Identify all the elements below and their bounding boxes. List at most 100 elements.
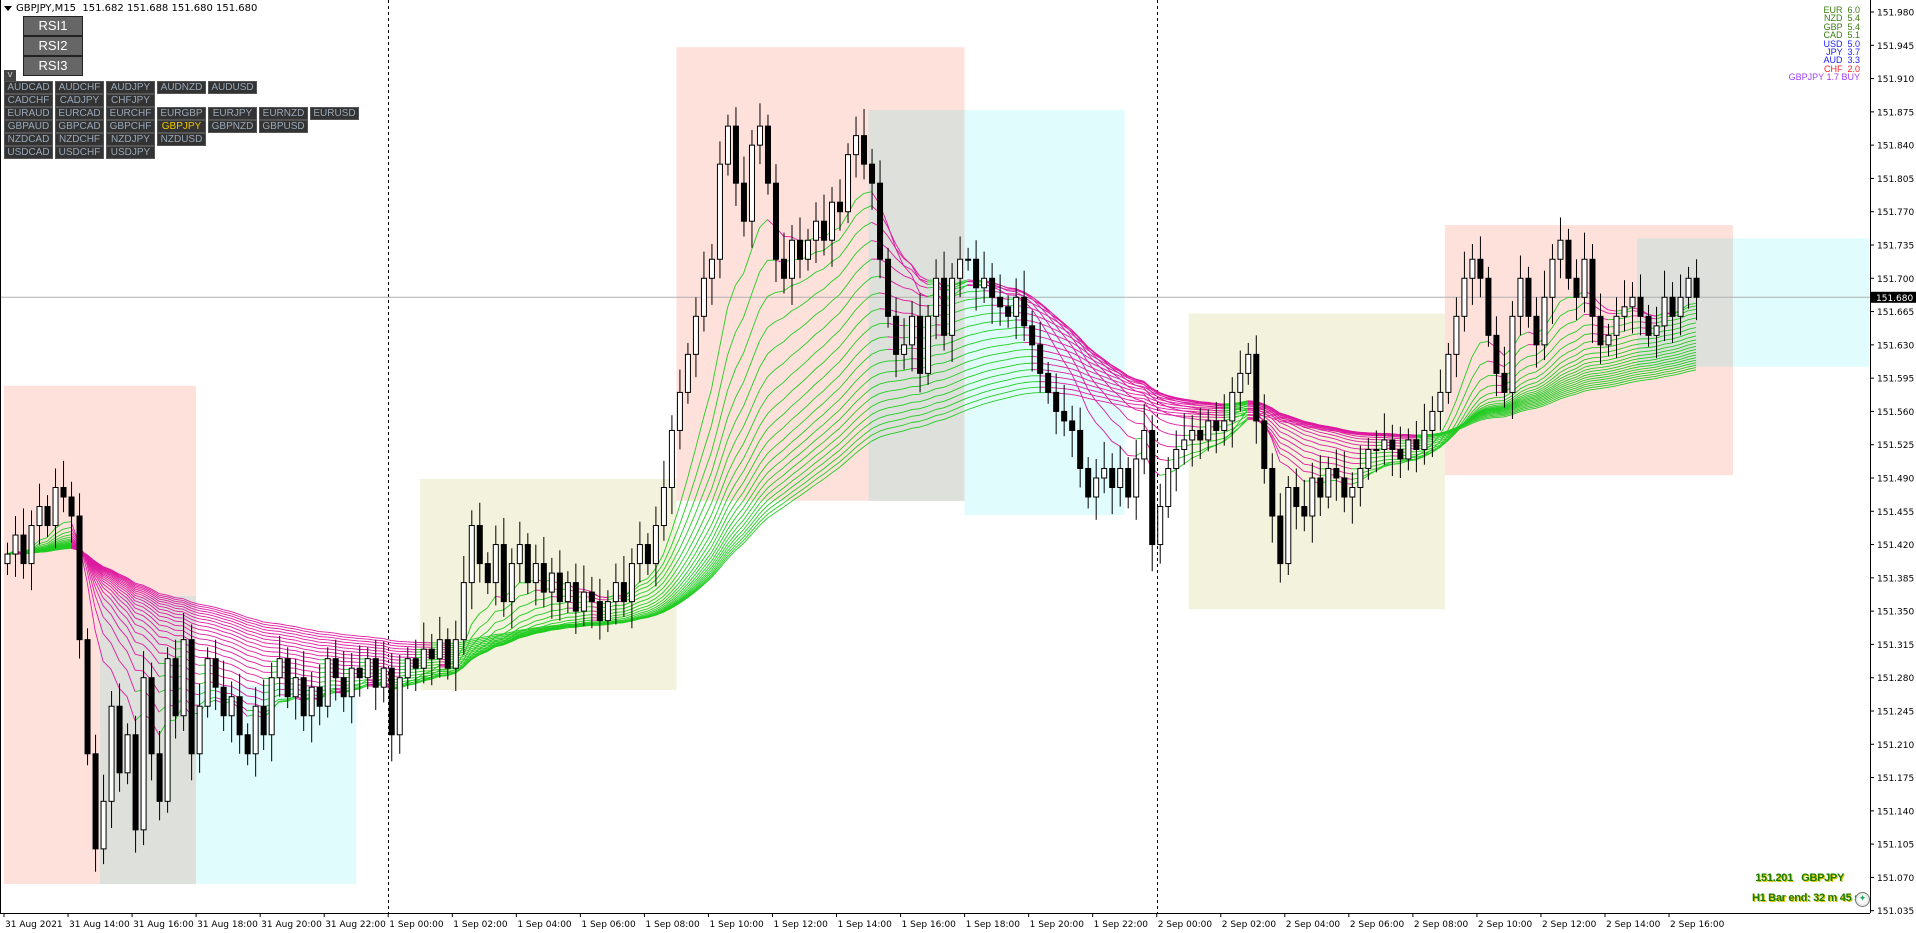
ribbon-segment <box>743 426 752 444</box>
ribbon-segment <box>527 629 536 632</box>
ribbon-segment <box>207 605 216 608</box>
ribbon-segment <box>1183 400 1192 403</box>
ribbon-segment <box>975 371 984 376</box>
ribbon-segment <box>807 272 816 279</box>
ribbon-segment <box>895 418 904 422</box>
time-axis[interactable]: 31 Aug 2021 31 Aug 14:00 31 Aug 16:00 31 Au… <box>3 913 1725 930</box>
ribbon-segment <box>1471 342 1481 358</box>
ribbon-segment <box>1519 393 1529 398</box>
ribbon-segment <box>719 515 728 533</box>
ribbon-segment <box>1335 430 1344 434</box>
ribbon-segment <box>951 400 960 406</box>
ribbon-segment <box>686 477 696 503</box>
ribbon-segment <box>94 586 104 606</box>
ribbon-segment <box>1479 393 1489 399</box>
ribbon-segment <box>703 533 712 548</box>
price-axis[interactable]: 151.980151.945151.910151.875151.840151.8… <box>1870 9 1914 918</box>
ribbon-segment <box>1431 434 1440 437</box>
ribbon-segment <box>663 603 672 610</box>
ribbon-segment <box>190 630 200 635</box>
ribbon-segment <box>727 457 736 475</box>
ribbon-segment <box>118 579 128 585</box>
ribbon-segment <box>711 561 720 573</box>
ribbon-segment <box>703 577 712 586</box>
ribbon-segment <box>1551 349 1561 359</box>
ribbon-segment <box>1527 382 1537 386</box>
ribbon-segment <box>671 538 680 556</box>
ribbon-segment <box>1655 343 1665 347</box>
ribbon-segment <box>311 640 320 643</box>
ribbon-segment <box>935 394 944 397</box>
ribbon-segment <box>1631 380 1641 383</box>
ribbon-segment <box>1119 400 1128 404</box>
ribbon-segment <box>847 369 856 380</box>
ribbon-segment <box>943 341 952 346</box>
ribbon-segment <box>1311 465 1320 470</box>
ribbon-segment <box>110 574 120 582</box>
ribbon-segment <box>783 441 792 451</box>
ribbon-segment <box>775 290 784 293</box>
candle-body <box>1245 353 1252 374</box>
candle-body <box>604 601 611 622</box>
ribbon-segment <box>1503 405 1513 410</box>
candle-body <box>148 677 155 755</box>
ribbon-segment <box>1463 420 1473 426</box>
ribbon-segment <box>287 635 296 638</box>
ribbon-segment <box>1143 388 1152 395</box>
candle-body <box>300 677 307 717</box>
ribbon-segment <box>1279 422 1288 427</box>
ribbon-segment <box>519 631 528 635</box>
rsi1-button[interactable]: RSI1 <box>23 16 83 36</box>
ribbon-segment <box>62 521 72 524</box>
ribbon-segment <box>1607 366 1617 370</box>
ribbon-segment <box>271 630 280 632</box>
ribbon-segment <box>807 455 816 464</box>
rsi3-button[interactable]: RSI3 <box>23 56 83 76</box>
ribbon-segment <box>1503 398 1513 404</box>
ribbon-segment <box>238 655 248 662</box>
ribbon-segment <box>487 643 496 648</box>
ribbon-segment <box>799 321 808 330</box>
ribbon-segment <box>1551 380 1561 387</box>
ribbon-segment <box>1239 401 1248 404</box>
candle-body <box>1197 429 1204 441</box>
ribbon-segment <box>903 368 912 371</box>
ribbon-segment <box>1623 334 1633 338</box>
ribbon-segment <box>527 589 536 595</box>
ribbon-segment <box>1463 378 1473 397</box>
ribbon-segment <box>86 581 96 631</box>
ribbon-segment <box>951 394 960 399</box>
ribbon-segment <box>1143 401 1152 406</box>
candle-body <box>1309 477 1316 517</box>
ribbon-segment <box>190 610 200 614</box>
ribbon-segment <box>887 235 896 249</box>
ribbon-segment <box>751 440 760 457</box>
caret-down-icon[interactable] <box>4 5 12 11</box>
ribbon-segment <box>495 636 504 638</box>
rsi2-button[interactable]: RSI2 <box>23 36 83 56</box>
ribbon-segment <box>919 279 928 285</box>
ribbon-segment <box>959 285 968 289</box>
ribbon-segment <box>1583 380 1593 384</box>
ribbon-segment <box>1503 406 1513 411</box>
ribbon-segment <box>1575 302 1585 310</box>
ribbon-segment <box>1519 399 1529 403</box>
ribbon-segment <box>1559 344 1569 351</box>
ribbon-segment <box>815 345 824 353</box>
candle-body <box>1093 477 1100 498</box>
ribbon-segment <box>1575 359 1585 366</box>
ribbon-segment <box>1087 347 1096 355</box>
pair-panel-toggle[interactable]: v <box>4 70 16 81</box>
ribbon-segment <box>639 602 648 606</box>
ribbon-segment <box>1623 379 1633 383</box>
ribbon-segment <box>319 633 328 635</box>
ribbon-segment <box>839 264 848 276</box>
ribbon-segment <box>295 639 304 643</box>
ribbon-segment <box>1599 365 1609 369</box>
ribbon-segment <box>1159 418 1168 424</box>
ribbon-segment <box>1615 379 1625 382</box>
ribbon-segment <box>1431 446 1441 451</box>
ribbon-segment <box>142 592 152 599</box>
ribbon-segment <box>759 441 768 454</box>
